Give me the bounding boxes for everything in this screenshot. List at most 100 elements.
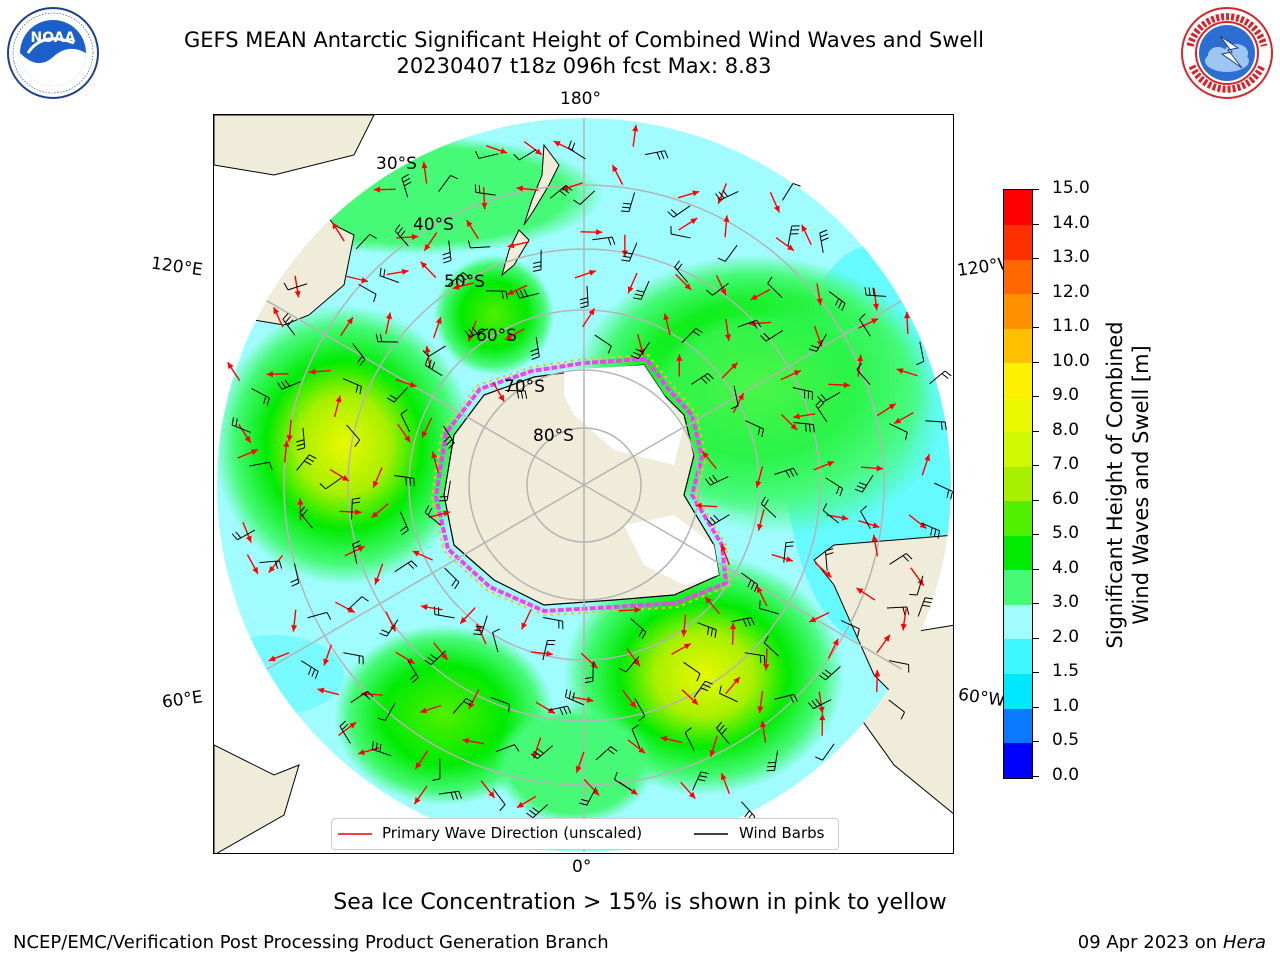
- wind-barb-feather: [513, 153, 520, 161]
- wind-barb-shaft: [886, 606, 907, 609]
- wind-barb-shaft: [767, 283, 783, 298]
- wave-arrow-head: [660, 735, 668, 742]
- wind-barb-feather: [789, 695, 794, 703]
- wind-barb-feather: [580, 305, 589, 309]
- wind-barb-feather: [280, 380, 287, 389]
- wind-barb-feather: [352, 501, 361, 504]
- lon-label-0: 0°: [572, 857, 592, 877]
- wind-barb-shaft: [815, 405, 828, 423]
- wind-barb-feather: [930, 527, 933, 536]
- wind-barb-feather: [492, 628, 500, 634]
- map-panel[interactable]: 30°S 40°S 50°S 60°S 70°S 80°S: [213, 114, 954, 854]
- wind-barb-shaft: [745, 420, 764, 430]
- wave-arrow-head: [346, 317, 353, 325]
- colorbar-segment: [1004, 707, 1032, 744]
- wind-barb-shaft: [925, 420, 946, 423]
- wind-barb-shaft: [384, 702, 396, 721]
- wave-arrow-head: [596, 229, 603, 236]
- wind-barb-shaft: [840, 620, 860, 630]
- wave-arrow-head: [488, 791, 495, 798]
- wind-barb-feather: [375, 333, 379, 342]
- wind-barb-feather: [529, 809, 537, 816]
- wind-barb-feather: [567, 705, 572, 714]
- wave-arrow-head: [424, 345, 431, 353]
- wind-barb-feather: [291, 582, 300, 587]
- wind-barb-feather: [638, 629, 644, 637]
- wind-barb-feather: [531, 356, 540, 360]
- wind-barb-shaft: [684, 732, 695, 751]
- wind-barb-feather: [383, 269, 386, 278]
- wind-barb-shaft: [645, 150, 665, 156]
- wind-barb-shaft: [824, 550, 828, 571]
- wind-barb-feather: [467, 239, 471, 248]
- wind-barb-feather: [923, 601, 932, 604]
- wind-barb-feather: [459, 274, 467, 281]
- wave-arrow-head: [874, 669, 881, 677]
- wind-barb-shaft: [692, 771, 702, 791]
- wave-arrow-head: [857, 354, 864, 362]
- wind-barb-feather: [523, 288, 528, 297]
- colorbar-tick-label: 1.0: [1052, 695, 1080, 716]
- wind-barb-feather: [454, 791, 459, 800]
- wind-barb-feather: [763, 635, 769, 644]
- wind-barb-shaft: [492, 632, 499, 653]
- wind-barb-feather: [403, 181, 412, 187]
- polar-map: 30°S 40°S 50°S 60°S 70°S 80°S: [214, 115, 953, 853]
- wind-barb-shaft: [430, 650, 447, 665]
- wind-barb-shaft: [733, 386, 739, 406]
- wind-barb-feather: [283, 282, 289, 291]
- wave-arrow-head: [291, 625, 298, 632]
- wind-barb-feather: [399, 230, 406, 238]
- wind-barb-shaft: [339, 726, 351, 744]
- wave-arrow-head: [347, 606, 355, 613]
- colorbar-segment: [1004, 259, 1032, 295]
- wind-barb-feather: [464, 330, 471, 338]
- colorbar-tick-label: 6.0: [1052, 488, 1080, 509]
- wind-barb-shaft: [386, 619, 399, 637]
- wind-barb-feather: [473, 633, 482, 636]
- wind-barb-feather: [352, 540, 361, 545]
- colorbar-tick-mark: [1033, 672, 1039, 674]
- colorbar-tick-mark: [1033, 776, 1039, 777]
- wind-barb-shaft: [350, 690, 368, 703]
- wind-barb-feather: [700, 687, 709, 692]
- wind-barb-feather: [904, 432, 908, 441]
- wind-barb-feather: [718, 685, 722, 694]
- wind-barb-feather: [399, 525, 408, 532]
- wind-barb-shaft: [614, 779, 632, 791]
- wind-barb-shaft: [579, 190, 595, 205]
- wind-barb-shaft: [697, 622, 717, 631]
- wind-barb-shaft: [400, 414, 411, 433]
- wind-barb-feather: [401, 529, 409, 536]
- wind-barb-feather: [341, 723, 349, 731]
- wave-arrow-head: [452, 283, 460, 290]
- wave-arrow-head: [507, 242, 515, 249]
- wind-barb-feather: [631, 724, 639, 730]
- wind-barb-feather: [354, 439, 361, 447]
- wave-arrow-head: [286, 435, 293, 442]
- wind-barb-shaft: [860, 511, 871, 529]
- wind-barb-shaft: [448, 240, 452, 261]
- wind-barb-feather: [638, 715, 646, 722]
- wind-barb-shaft: [920, 522, 940, 532]
- wind-barb-feather: [407, 562, 415, 570]
- wind-barb-shaft: [343, 652, 364, 657]
- wind-barb-feather: [714, 629, 717, 638]
- wave-arrow-head: [273, 307, 280, 315]
- wind-barb-shaft: [495, 744, 515, 753]
- wave-arrow-head: [420, 261, 428, 269]
- colorbar-tick-mark: [1033, 568, 1039, 570]
- wave-arrow-head: [245, 535, 252, 543]
- wind-barb-shaft: [819, 232, 824, 253]
- wind-barb-feather: [620, 210, 629, 213]
- wave-arrow-head: [250, 449, 258, 455]
- svg-text:NOAA: NOAA: [31, 30, 76, 46]
- wind-barb-feather: [808, 348, 817, 352]
- noaa-logo: NOAA: [7, 7, 99, 99]
- wave-arrow-head: [244, 435, 251, 443]
- wave-arrow-head: [809, 616, 817, 623]
- wave-arrow-head: [824, 571, 832, 578]
- wind-barb-shaft: [443, 425, 455, 444]
- wind-barb-feather: [274, 561, 279, 569]
- wind-barb-feather: [572, 692, 575, 701]
